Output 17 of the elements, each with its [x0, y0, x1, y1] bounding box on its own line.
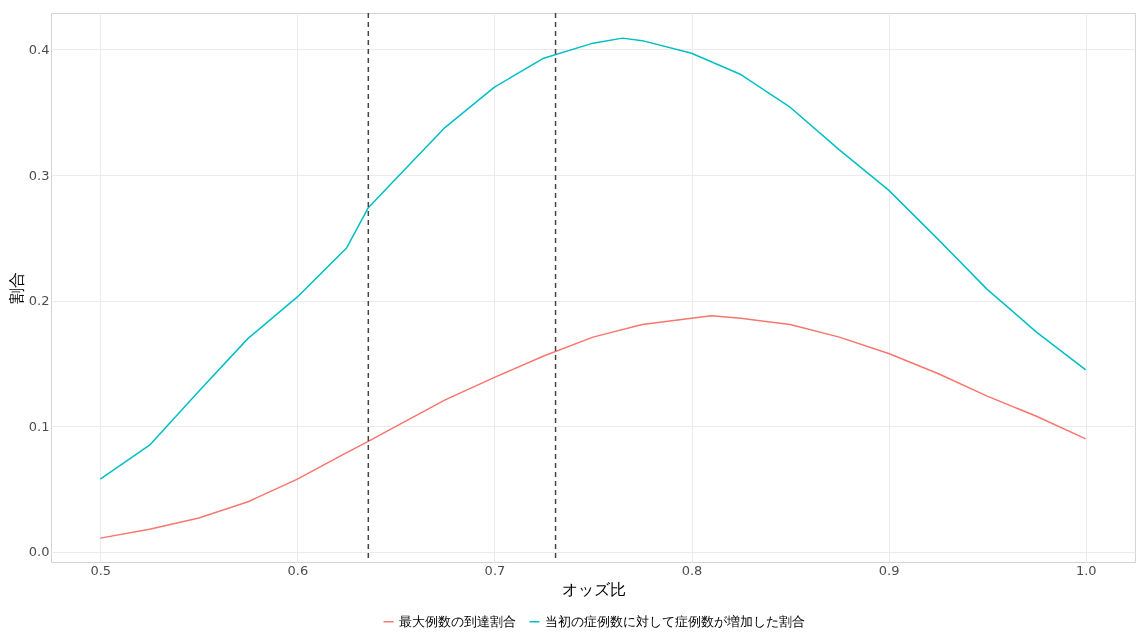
x-tick-label: 1.0	[1075, 562, 1097, 578]
x-axis-title: オッズ比	[561, 579, 626, 599]
x-tick-label: 0.9	[878, 562, 900, 578]
line-series	[99, 315, 1087, 539]
x-tick-label: 0.5	[90, 562, 112, 578]
line-series	[99, 37, 1087, 480]
y-tick-label: 0.3	[28, 167, 50, 183]
x-tick-label: 0.7	[484, 562, 506, 578]
y-tick-label: 0.0	[28, 544, 50, 560]
legend-label: 最大例数の到達割合	[399, 613, 516, 629]
y-axis-title: 割合	[6, 272, 26, 304]
x-tick-label: 0.6	[287, 562, 309, 578]
y-tick-label: 0.2	[28, 293, 50, 309]
y-tick-label: 0.4	[28, 41, 50, 57]
y-tick-label: 0.1	[28, 418, 50, 434]
x-tick-label: 0.8	[681, 562, 703, 578]
legend-label: 当初の症例数に対して症例数が増加した割合	[545, 613, 805, 629]
